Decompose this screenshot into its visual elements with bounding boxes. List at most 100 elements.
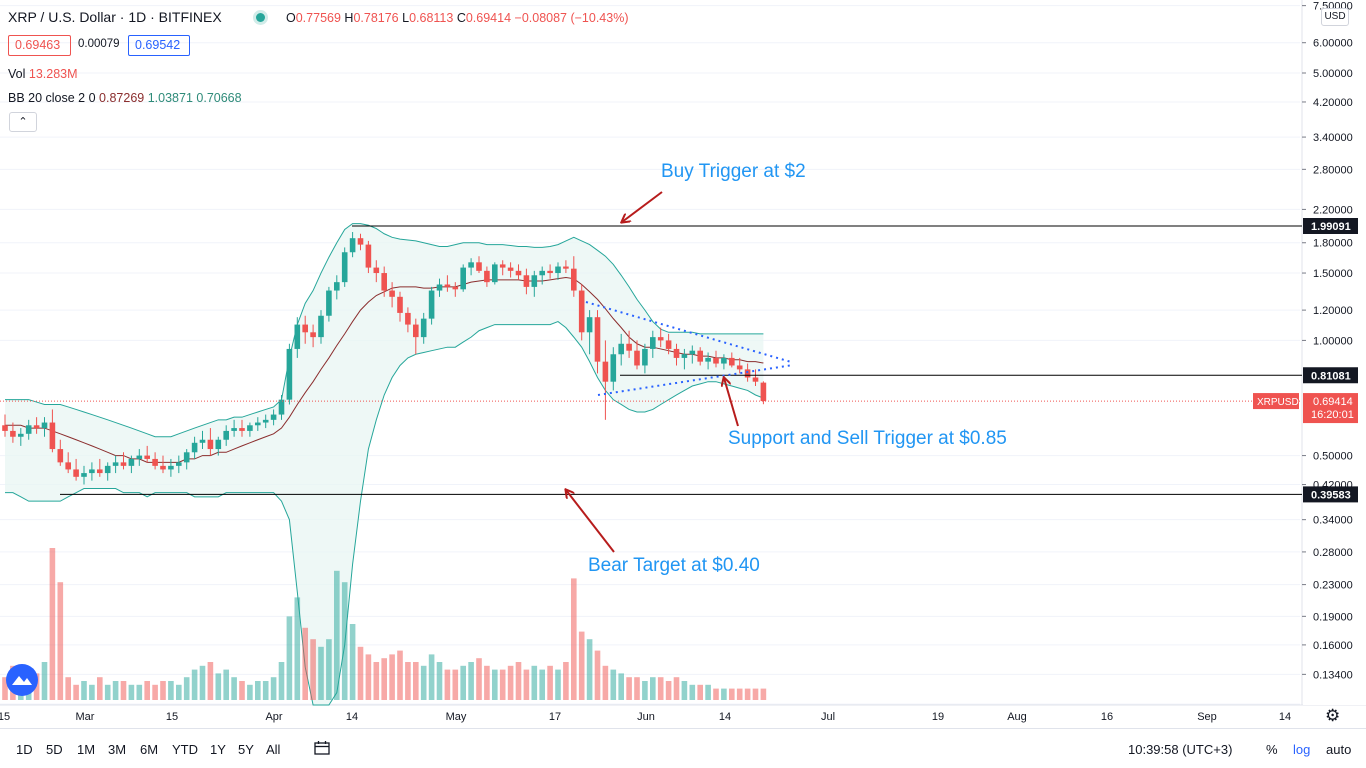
time-tick-label: Apr xyxy=(265,711,282,723)
candle xyxy=(357,233,364,251)
candle-body xyxy=(760,382,767,402)
timeframe-1y[interactable]: 1Y xyxy=(210,742,226,757)
candle xyxy=(531,270,538,297)
candle-body xyxy=(729,357,735,366)
candle xyxy=(484,266,490,287)
candle xyxy=(49,409,56,453)
volume-bar xyxy=(578,631,585,700)
candle xyxy=(247,422,253,437)
buy-trigger-arrow xyxy=(622,191,663,222)
volume-bar xyxy=(262,681,269,700)
market-status-dot xyxy=(256,13,265,22)
last-price-label: 0.69414 xyxy=(1313,396,1353,408)
candle xyxy=(191,436,198,459)
timeframe-1m[interactable]: 1M xyxy=(77,742,96,757)
candle-body xyxy=(428,290,435,319)
timeframe-ytd[interactable]: YTD xyxy=(172,742,198,757)
candle-body xyxy=(547,270,553,274)
candle-body xyxy=(642,348,648,366)
candle xyxy=(460,264,466,292)
volume-bar xyxy=(642,681,648,700)
last-price-tag xyxy=(1303,393,1358,424)
clock-readout[interactable]: 10:39:58 (UTC+3) xyxy=(1128,742,1233,757)
volume-bar xyxy=(547,665,553,700)
candle xyxy=(657,327,664,348)
candle xyxy=(349,232,356,258)
price-tick-label: 4.20000 xyxy=(1313,97,1353,109)
timeframe-3m[interactable]: 3M xyxy=(108,742,127,757)
volume-bar xyxy=(713,688,719,700)
timeframe-1d[interactable]: 1D xyxy=(16,742,33,757)
candle xyxy=(681,348,688,370)
candle xyxy=(468,258,474,276)
bb-lower-value: 0.70668 xyxy=(196,91,242,105)
percent-scale-toggle[interactable]: % xyxy=(1266,742,1278,757)
timeframe-6m[interactable]: 6M xyxy=(140,742,159,757)
candle-body xyxy=(81,473,87,477)
volume-bar xyxy=(697,684,703,700)
candle xyxy=(128,455,135,474)
sell-price-button[interactable]: 0.69463 xyxy=(8,35,71,56)
candle xyxy=(152,452,158,470)
volume-bar xyxy=(736,688,743,700)
price-tick-label: 0.23000 xyxy=(1313,580,1353,592)
candle-body xyxy=(492,264,498,283)
candle-body xyxy=(247,425,253,431)
timeframe-5y[interactable]: 5Y xyxy=(238,742,254,757)
candle-body xyxy=(499,264,506,268)
volume-bar xyxy=(650,677,656,700)
candle xyxy=(144,445,150,463)
volume-bar xyxy=(81,681,87,700)
volume-bar xyxy=(420,665,427,700)
volume-bar xyxy=(255,681,261,700)
time-tick-label: May xyxy=(446,711,467,723)
candle xyxy=(215,436,222,456)
open-label: O xyxy=(286,11,296,25)
bb-legend[interactable]: BB 20 close 2 0 0.87269 1.03871 0.70668 xyxy=(8,91,242,105)
tradingview-logo-icon[interactable] xyxy=(6,664,38,696)
volume-bar xyxy=(389,654,395,700)
candle xyxy=(112,455,119,474)
candle-body xyxy=(199,439,206,443)
candle-body xyxy=(49,422,56,450)
price-tick-label: 5.00000 xyxy=(1313,68,1353,80)
candle xyxy=(168,458,174,477)
candle-body xyxy=(736,365,743,370)
candle xyxy=(413,318,419,355)
price-tick-label: 0.50000 xyxy=(1313,451,1353,463)
buy-price-button[interactable]: 0.69542 xyxy=(128,35,190,56)
candle xyxy=(326,286,332,322)
volume-bar xyxy=(41,662,48,700)
candle-body xyxy=(144,455,150,459)
symbol-title[interactable]: XRP / U.S. Dollar · 1D · BITFINEX xyxy=(8,9,222,25)
candle xyxy=(602,340,609,420)
volume-bar xyxy=(523,669,530,700)
candle-body xyxy=(231,428,237,431)
volume-bar xyxy=(428,654,435,700)
candle xyxy=(207,428,214,456)
collapse-legend-button[interactable]: ⌃ xyxy=(9,112,37,132)
currency-tag[interactable]: USD xyxy=(1321,8,1349,26)
goto-date-icon[interactable] xyxy=(314,741,330,755)
candle xyxy=(436,278,443,297)
timeframe-5d[interactable]: 5D xyxy=(46,742,63,757)
candle-body xyxy=(452,286,459,290)
candle xyxy=(65,452,71,474)
volume-bar xyxy=(634,677,640,700)
candle-body xyxy=(460,267,466,290)
candle-body xyxy=(571,268,577,291)
candle xyxy=(278,394,285,420)
volume-legend[interactable]: Vol 13.283M xyxy=(8,67,78,81)
candle-body xyxy=(183,452,190,463)
auto-scale-toggle[interactable]: auto xyxy=(1326,742,1352,757)
candle-body xyxy=(136,455,143,459)
log-scale-toggle[interactable]: log xyxy=(1293,742,1311,757)
settings-gear-icon[interactable]: ⚙ xyxy=(1325,706,1341,725)
candle-body xyxy=(405,312,411,325)
volume-bar xyxy=(286,616,293,700)
candle-body xyxy=(73,469,79,477)
candle-body xyxy=(357,238,364,245)
candle xyxy=(665,333,672,355)
timeframe-all[interactable]: All xyxy=(266,742,281,757)
